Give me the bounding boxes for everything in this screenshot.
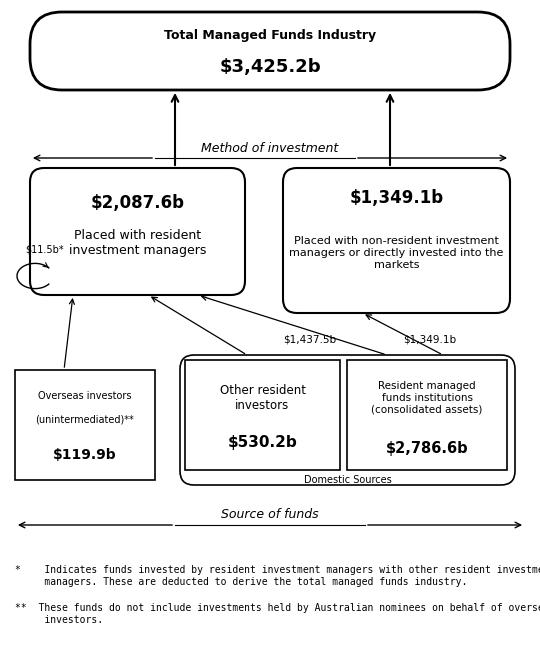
Text: Total Managed Funds Industry: Total Managed Funds Industry (164, 30, 376, 42)
Text: $1,437.5b: $1,437.5b (284, 335, 336, 345)
Text: Domestic Sources: Domestic Sources (303, 475, 392, 485)
FancyBboxPatch shape (30, 12, 510, 90)
Text: $2,087.6b: $2,087.6b (91, 194, 185, 212)
FancyBboxPatch shape (180, 355, 515, 485)
Text: Resident managed
funds institutions
(consolidated assets): Resident managed funds institutions (con… (372, 381, 483, 415)
Text: $1,349.1b: $1,349.1b (349, 189, 443, 207)
FancyBboxPatch shape (30, 168, 245, 295)
FancyBboxPatch shape (185, 360, 340, 470)
FancyBboxPatch shape (283, 168, 510, 313)
Text: **  These funds do not include investments held by Australian nominees on behalf: ** These funds do not include investment… (15, 603, 540, 625)
Text: $2,786.6b: $2,786.6b (386, 440, 468, 456)
FancyBboxPatch shape (347, 360, 507, 470)
Text: Placed with resident
investment managers: Placed with resident investment managers (69, 229, 206, 257)
Text: $11.5b*: $11.5b* (25, 245, 64, 255)
Text: Source of funds: Source of funds (221, 509, 319, 521)
Text: Other resident
investors: Other resident investors (219, 384, 306, 412)
Text: *    Indicates funds invested by resident investment managers with other residen: * Indicates funds invested by resident i… (15, 565, 540, 586)
Text: $530.2b: $530.2b (228, 435, 298, 450)
Text: Method of investment: Method of investment (201, 142, 339, 154)
Text: Overseas investors

(unintermediated)**: Overseas investors (unintermediated)** (36, 391, 134, 425)
Text: $119.9b: $119.9b (53, 448, 117, 462)
Text: $3,425.2b: $3,425.2b (219, 58, 321, 76)
Text: Placed with non-resident investment
managers or directly invested into the
marke: Placed with non-resident investment mana… (289, 236, 504, 270)
FancyBboxPatch shape (15, 370, 155, 480)
Text: $1,349.1b: $1,349.1b (403, 335, 456, 345)
